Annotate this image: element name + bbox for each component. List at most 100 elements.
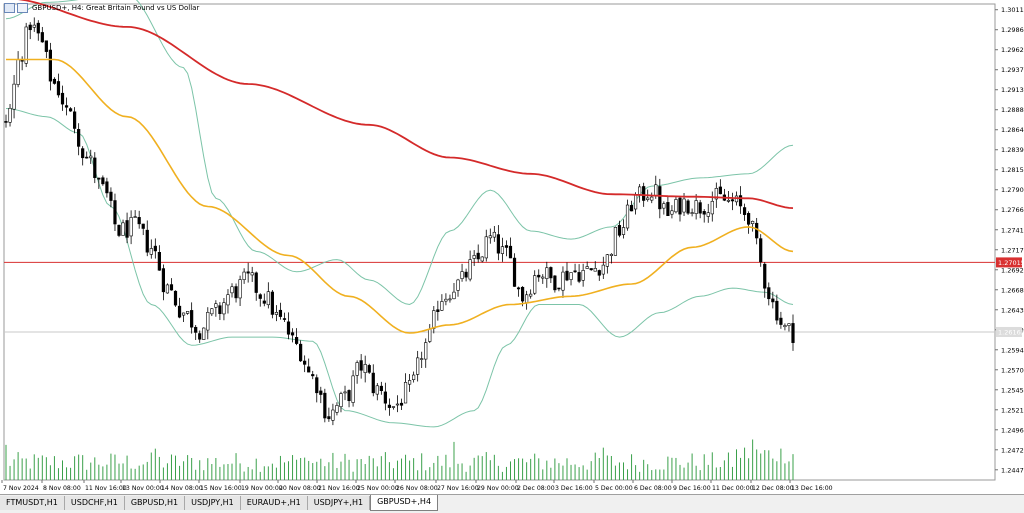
bull-candle — [609, 253, 613, 256]
bear-candle — [476, 252, 480, 260]
bull-candle — [488, 235, 492, 239]
bear-candle — [246, 271, 250, 274]
bear-candle — [20, 59, 24, 62]
bear-candle — [629, 205, 634, 212]
time-label: 15 Nov 16:00 — [200, 485, 242, 492]
bear-candle — [307, 366, 311, 373]
bear-candle — [755, 222, 759, 239]
bollinger-lower-band — [5, 108, 794, 428]
bull-candle — [121, 222, 125, 236]
tab-gbpusd-h1[interactable]: GBPUSD,H1 — [124, 496, 186, 510]
bull-candle — [444, 298, 448, 302]
bear-candle — [759, 238, 763, 263]
bear-candle — [254, 272, 258, 293]
tab-usdjpy-h1[interactable]: USDJPY+,H1 — [307, 496, 371, 510]
time-label: 26 Nov 08:00 — [396, 485, 438, 492]
bull-candle — [533, 275, 537, 294]
bear-candle — [60, 92, 65, 105]
price-chart[interactable]: 1.30110 1.29865 1.29620 1.29375 1.29130 1.288… — [0, 0, 1024, 494]
bull-candle — [694, 200, 698, 214]
bull-candle — [339, 393, 343, 408]
bear-candle — [658, 186, 662, 210]
bull-candle — [706, 212, 710, 217]
bear-candle — [262, 300, 266, 304]
level-price-tag — [996, 257, 1022, 268]
price-label: 1.24720 — [1001, 446, 1024, 454]
bull-candle — [186, 311, 190, 314]
time-label: 12 Dec 08:00 — [752, 485, 794, 492]
bull-candle — [529, 293, 533, 297]
moving-average-long — [18, 0, 794, 209]
bull-candle — [484, 236, 488, 259]
last-price-tag — [996, 326, 1022, 337]
bull-candle — [674, 199, 678, 213]
bull-candle — [181, 312, 186, 316]
chart-tab-bar: FTMUSDT,H1 USDCHF,H1 GBPUSD,H1 USDJPY,H1 EUR… — [0, 494, 1024, 513]
bull-candle — [593, 268, 597, 272]
chart-title-text: GBPUSD+, H4: Great Britain Pound vs US D… — [32, 4, 200, 12]
bear-candle — [190, 310, 194, 328]
bear-candle — [549, 267, 553, 279]
bull-candle — [456, 279, 460, 291]
bull-candle — [633, 194, 638, 210]
price-label: 1.25700 — [1001, 366, 1024, 374]
bear-candle — [286, 321, 291, 335]
bear-candle — [779, 317, 783, 325]
bear-candle — [169, 284, 174, 291]
bear-candle — [319, 390, 323, 395]
time-label: 6 Dec 08:00 — [634, 485, 672, 492]
bull-candle — [133, 216, 137, 218]
tab-gbpusd-h4[interactable]: GBPUSD+,H4 — [370, 495, 439, 511]
price-label: 1.28640 — [1001, 126, 1024, 134]
bear-candle — [387, 404, 392, 408]
bull-candle — [32, 24, 36, 28]
bear-candle — [436, 309, 440, 312]
bull-candle — [561, 271, 565, 291]
time-label: 20 Nov 08:00 — [279, 485, 321, 492]
bear-candle — [747, 213, 751, 225]
bear-candle — [137, 217, 141, 225]
tab-usdchf-h1[interactable]: USDCHF,H1 — [64, 496, 125, 510]
bull-candle — [343, 391, 347, 394]
bear-candle — [565, 270, 569, 281]
bull-candle — [351, 375, 355, 403]
bear-candle — [371, 372, 375, 394]
price-label: 1.26435 — [1001, 306, 1024, 314]
bull-candle — [601, 264, 605, 275]
bull-candle — [621, 227, 626, 235]
bear-candle — [678, 197, 682, 215]
bull-candle — [206, 312, 210, 331]
bull-candle — [452, 291, 456, 300]
bear-candle — [64, 105, 69, 108]
bear-candle — [234, 286, 238, 299]
price-label: 1.29375 — [1001, 66, 1024, 74]
time-label: 3 Dec 16:00 — [555, 485, 593, 492]
bull-candle — [472, 255, 476, 259]
tab-ftmusdt-h1[interactable]: FTMUSDT,H1 — [0, 496, 65, 510]
bear-candle — [311, 374, 315, 377]
bear-candle — [379, 385, 383, 392]
bear-candle — [52, 78, 57, 84]
bull-candle — [230, 286, 234, 294]
bear-candle — [504, 245, 509, 248]
bear-candle — [771, 298, 775, 303]
bull-candle — [432, 310, 436, 329]
bear-candle — [597, 270, 601, 276]
price-label: 1.29620 — [1001, 46, 1024, 54]
bear-candle — [303, 360, 307, 365]
price-label: 1.27905 — [1001, 186, 1024, 194]
bear-candle — [763, 263, 767, 289]
tab-usdjpy-h1[interactable]: USDJPY,H1 — [185, 496, 241, 510]
time-label: 5 Dec 00:00 — [595, 485, 633, 492]
tab-euraud-h1[interactable]: EURAUD+,H1 — [240, 496, 308, 510]
bear-candle — [109, 191, 113, 201]
bull-candle — [690, 212, 694, 214]
symbol-icon — [4, 3, 15, 13]
bear-candle — [48, 49, 52, 82]
bull-candle — [274, 312, 279, 315]
time-label: 19 Nov 00:00 — [241, 485, 283, 492]
bull-candle — [448, 298, 452, 301]
bear-candle — [642, 186, 646, 201]
bull-candle — [266, 291, 270, 306]
